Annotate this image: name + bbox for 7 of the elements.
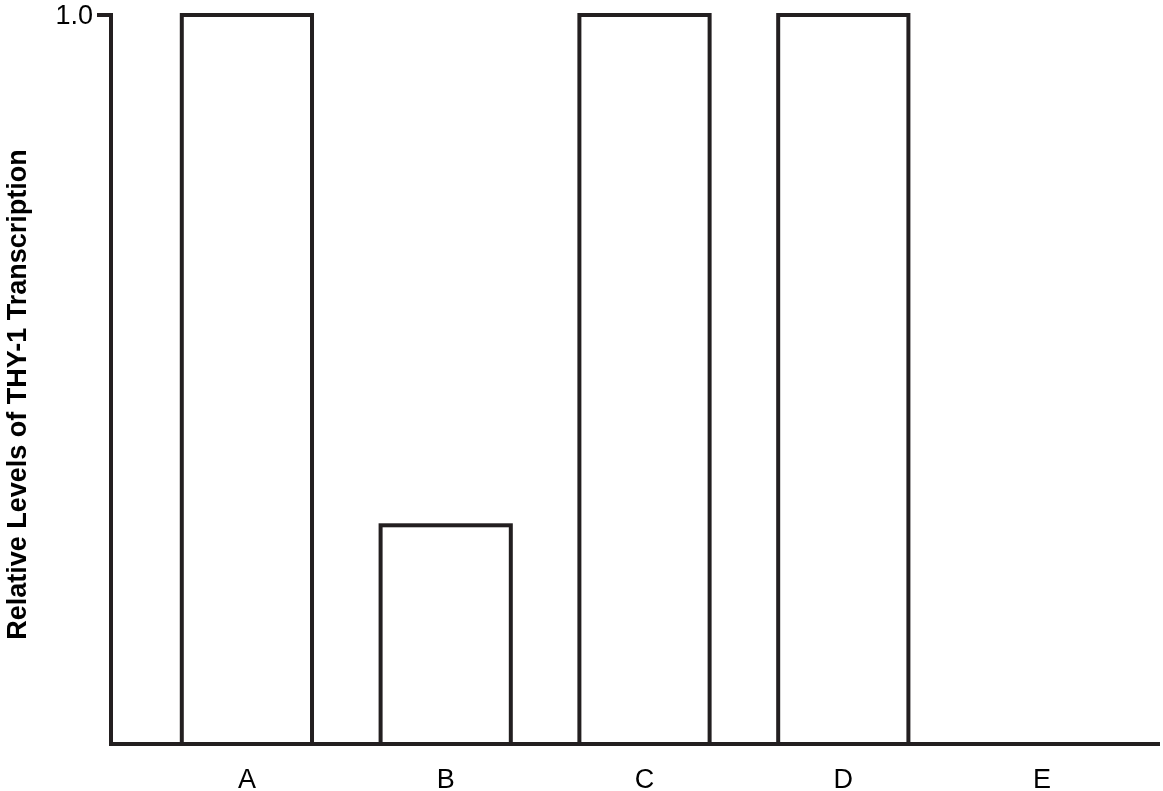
x-tick-label: A: [237, 764, 256, 791]
y-axis-title: Relative Levels of THY-1 Transcription: [2, 149, 32, 640]
x-tick-label: D: [833, 764, 854, 791]
x-tick-label: E: [1033, 764, 1052, 791]
text: 1.0: [55, 0, 93, 31]
x-tick-label: C: [634, 764, 655, 791]
x-tick-label: B: [436, 764, 455, 791]
